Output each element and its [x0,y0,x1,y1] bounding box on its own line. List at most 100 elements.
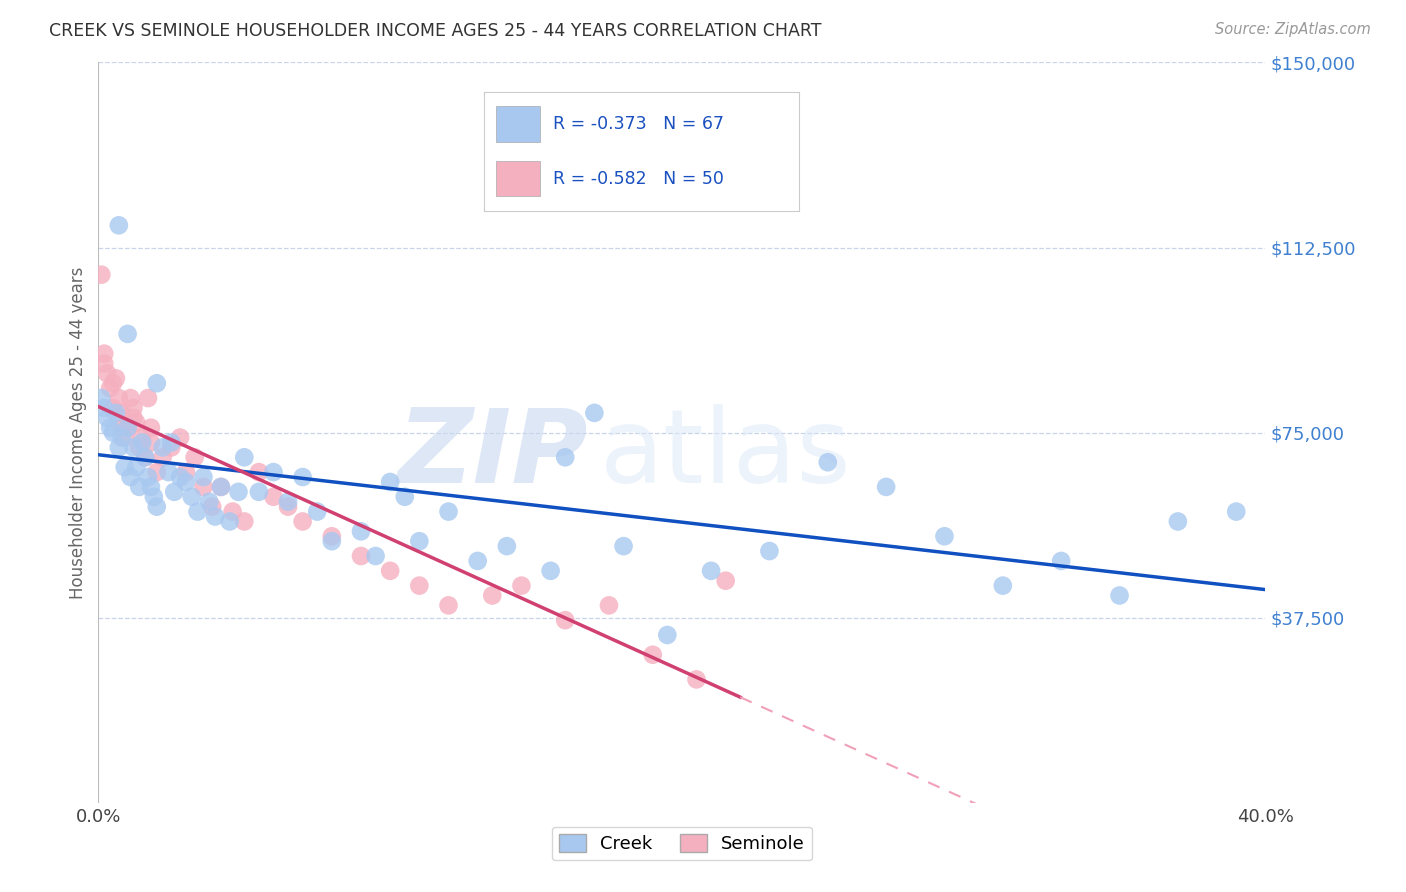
Point [114,431,136,445]
Point [209,480,232,494]
Point [180,490,202,504]
Point [114,460,136,475]
Point [108,441,131,455]
Point [262,490,284,504]
Text: ZIP: ZIP [398,404,589,506]
Point [554,450,576,465]
Point [125,416,148,430]
Text: atlas: atlas [600,404,852,506]
Point [437,505,460,519]
Point [160,435,183,450]
Point [134,450,156,465]
Point [117,420,139,434]
Point [408,534,430,549]
Point [612,539,634,553]
Point [758,544,780,558]
Point [277,500,299,514]
Point [136,470,159,484]
Point [160,441,183,455]
Point [394,490,416,504]
Point [131,431,153,445]
Point [142,490,165,504]
Point [169,431,191,445]
Point [218,515,240,529]
Point [209,480,232,494]
Point [204,509,226,524]
Point [233,450,256,465]
Point [152,441,174,455]
Point [201,500,224,514]
Point [641,648,664,662]
Point [111,420,134,434]
Text: CREEK VS SEMINOLE HOUSEHOLDER INCOME AGES 25 - 44 YEARS CORRELATION CHART: CREEK VS SEMINOLE HOUSEHOLDER INCOME AGE… [49,22,821,40]
Point [700,564,723,578]
Point [437,599,460,613]
Point [139,435,162,450]
Point [1108,589,1130,603]
Point [122,441,145,455]
Point [350,524,373,539]
Point [934,529,956,543]
Point [247,465,270,479]
Point [98,381,121,395]
Point [111,431,134,445]
Point [96,410,118,425]
Point [233,515,256,529]
Point [163,484,186,499]
Point [169,470,191,484]
Point [117,420,139,434]
Point [657,628,679,642]
Point [146,376,169,391]
Point [228,484,250,499]
Point [93,346,115,360]
Point [187,505,209,519]
Point [481,589,503,603]
Point [108,391,131,405]
Point [554,613,576,627]
Point [104,371,127,385]
Legend: Creek, Seminole: Creek, Seminole [551,827,813,861]
Point [101,376,124,391]
Point [408,579,430,593]
Point [101,401,124,415]
Point [380,475,402,489]
Point [991,579,1014,593]
Point [467,554,489,568]
Point [128,480,150,494]
Point [122,401,145,415]
Point [1225,505,1247,519]
Point [174,465,197,479]
Point [193,470,215,484]
Point [1050,554,1073,568]
Point [198,494,221,508]
Point [108,219,131,233]
Point [221,505,243,519]
Point [350,549,373,563]
Point [540,564,562,578]
Point [120,470,142,484]
Point [122,410,145,425]
Point [139,480,162,494]
Point [307,505,329,519]
Point [380,564,402,578]
Point [90,268,112,282]
Point [321,534,343,549]
Point [1167,515,1189,529]
Point [93,401,115,415]
Point [157,465,180,479]
Point [146,465,169,479]
Point [598,599,620,613]
Point [146,500,169,514]
Point [364,549,387,563]
Point [291,470,314,484]
Point [510,579,533,593]
Point [321,529,343,543]
Point [174,475,197,489]
Point [131,435,153,450]
Text: Source: ZipAtlas.com: Source: ZipAtlas.com [1215,22,1371,37]
Point [125,460,148,475]
Point [96,367,118,381]
Point [496,539,519,553]
Point [817,455,839,469]
Point [262,465,284,479]
